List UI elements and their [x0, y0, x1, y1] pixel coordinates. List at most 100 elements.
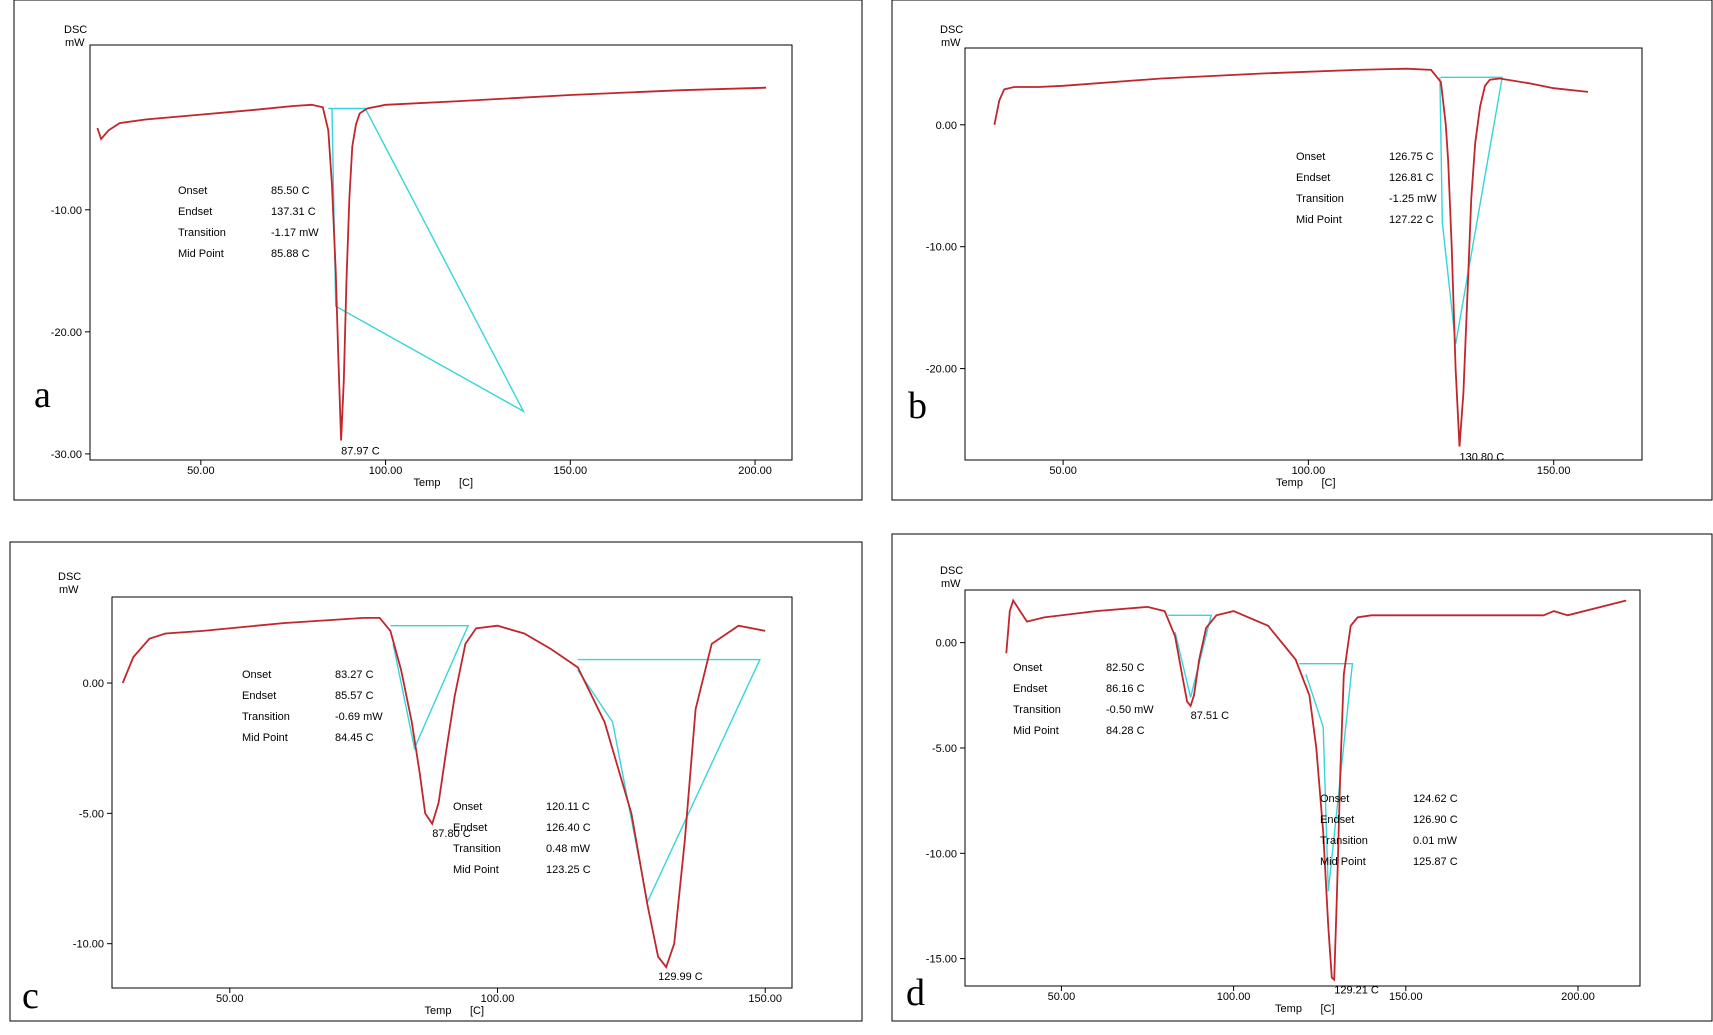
- table-value: 84.45 C: [335, 732, 374, 744]
- table-key: Transition: [178, 227, 226, 239]
- table-key: Endset: [1013, 683, 1047, 695]
- y-tick-label: -10.00: [73, 939, 104, 951]
- y-axis-label: DSC: [940, 565, 963, 577]
- panel-label: b: [908, 385, 927, 427]
- panel-frame: [13, 0, 863, 501]
- plot-area: [964, 589, 1641, 987]
- dsc-curve: [1005, 598, 1627, 982]
- table-key: Onset: [453, 801, 482, 813]
- transition-table: Onset 126.75 C Endset 126.81 C Transition -1.…: [1296, 151, 1437, 226]
- table-value: 126.81 C: [1389, 172, 1434, 184]
- plot-area: [111, 596, 793, 989]
- transition-table: Onset 83.27 C Endset 85.57 C Transition -0.69…: [242, 669, 383, 744]
- table-key: Mid Point: [1320, 856, 1366, 868]
- table-value: 126.40 C: [546, 822, 591, 834]
- transition-table: Onset 85.50 C Endset 137.31 C Transition -1.1…: [178, 185, 319, 260]
- y-tick-label: 0.00: [936, 638, 957, 650]
- y-tick-label: -20.00: [51, 327, 82, 339]
- plot-area: [89, 44, 793, 461]
- y-axis-label: DSC: [64, 24, 87, 36]
- table-key: Mid Point: [242, 732, 288, 744]
- table-value: -0.50 mW: [1106, 704, 1154, 716]
- panel-label: c: [22, 975, 39, 1017]
- table-value: 84.28 C: [1106, 725, 1145, 737]
- peak-label: 129.21 C: [1334, 985, 1379, 997]
- table-key: Mid Point: [1013, 725, 1059, 737]
- y-tick-label: -30.00: [51, 449, 82, 461]
- y-tick-label: 0.00: [83, 678, 104, 690]
- table-key: Mid Point: [453, 864, 499, 876]
- x-tick-label: 150.00: [1537, 465, 1571, 477]
- y-tick-label: -5.00: [79, 808, 104, 820]
- x-tick-label: 150.00: [553, 465, 587, 477]
- x-tick-label: 150.00: [1389, 991, 1423, 1003]
- panel-label: a: [34, 374, 51, 416]
- table-key: Mid Point: [1296, 214, 1342, 226]
- x-axis-label: Temp: [1276, 477, 1303, 489]
- table-value: 120.11 C: [546, 801, 590, 813]
- table-value: 124.62 C: [1413, 793, 1458, 805]
- table-key: Endset: [1320, 814, 1354, 826]
- y-axis-label: DSC: [58, 571, 81, 583]
- table-value: 137.31 C: [271, 206, 316, 218]
- table-value: 126.90 C: [1413, 814, 1458, 826]
- table-key: Onset: [1013, 662, 1042, 674]
- table-value: 123.25 C: [546, 864, 591, 876]
- x-axis-unit: [C]: [459, 477, 473, 489]
- table-key: Endset: [178, 206, 212, 218]
- table-key: Transition: [1296, 193, 1344, 205]
- plot-area: [964, 47, 1643, 461]
- x-tick-label: 50.00: [1048, 991, 1076, 1003]
- y-axis-unit: mW: [941, 578, 961, 590]
- x-tick-label: 100.00: [481, 993, 515, 1005]
- table-key: Transition: [453, 843, 501, 855]
- x-tick-label: 100.00: [1217, 991, 1251, 1003]
- x-axis-label: Temp: [414, 477, 441, 489]
- table-key: Transition: [1013, 704, 1061, 716]
- table-value: 0.48 mW: [546, 843, 591, 855]
- x-axis-unit: [C]: [470, 1005, 484, 1017]
- table-key: Onset: [242, 669, 271, 681]
- table-key: Onset: [1320, 793, 1349, 805]
- y-tick-label: -10.00: [926, 242, 957, 254]
- table-key: Mid Point: [178, 248, 224, 260]
- peak-label: 129.99 C: [658, 971, 703, 983]
- table-key: Endset: [453, 822, 487, 834]
- table-value: 126.75 C: [1389, 151, 1434, 163]
- table-value: 85.50 C: [271, 185, 310, 197]
- x-tick-label: 50.00: [216, 993, 244, 1005]
- table-value: 82.50 C: [1106, 662, 1145, 674]
- x-tick-label: 50.00: [187, 465, 215, 477]
- baseline-construction: [328, 107, 526, 413]
- table-value: 83.27 C: [335, 669, 374, 681]
- table-value: -1.25 mW: [1389, 193, 1437, 205]
- x-axis-label: Temp: [425, 1005, 452, 1017]
- y-tick-label: -10.00: [51, 205, 82, 217]
- panel-frame: [891, 0, 1713, 501]
- y-axis-label: DSC: [940, 24, 963, 36]
- baseline-construction: [577, 658, 761, 905]
- panel-frame: [891, 533, 1713, 1022]
- table-value: 125.87 C: [1413, 856, 1458, 868]
- table-value: -0.69 mW: [335, 711, 383, 723]
- y-tick-label: 0.00: [936, 120, 957, 132]
- table-key: Endset: [242, 690, 276, 702]
- baseline-construction: [1168, 614, 1213, 698]
- table-key: Transition: [1320, 835, 1368, 847]
- y-axis-unit: mW: [59, 584, 79, 596]
- x-tick-label: 100.00: [1292, 465, 1326, 477]
- x-tick-label: 50.00: [1049, 465, 1077, 477]
- table-value: 0.01 mW: [1413, 835, 1458, 847]
- y-tick-label: -20.00: [926, 364, 957, 376]
- transition-table-2: Onset 124.62 C Endset 126.90 C Transition 0.0…: [1320, 793, 1458, 868]
- y-tick-label: -15.00: [926, 954, 957, 966]
- table-key: Transition: [242, 711, 290, 723]
- baseline-construction: [390, 625, 470, 751]
- table-value: 127.22 C: [1389, 214, 1434, 226]
- dsc-curve: [96, 86, 767, 441]
- y-tick-label: -10.00: [926, 848, 957, 860]
